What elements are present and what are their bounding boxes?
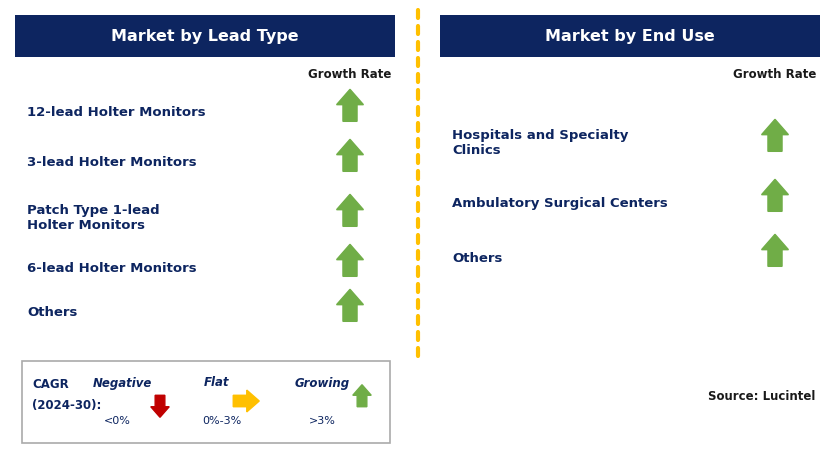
Polygon shape xyxy=(337,139,363,171)
Polygon shape xyxy=(762,235,788,267)
Text: Growth Rate: Growth Rate xyxy=(733,69,817,82)
Polygon shape xyxy=(762,179,788,212)
Text: Growth Rate: Growth Rate xyxy=(308,69,392,82)
Text: 0%-3%: 0%-3% xyxy=(202,416,241,426)
Polygon shape xyxy=(337,290,363,321)
Polygon shape xyxy=(151,395,170,417)
Polygon shape xyxy=(233,390,259,412)
Text: Others: Others xyxy=(452,252,503,264)
Text: (2024-30):: (2024-30): xyxy=(32,399,101,411)
Text: 12-lead Holter Monitors: 12-lead Holter Monitors xyxy=(27,106,205,120)
Polygon shape xyxy=(337,244,363,276)
Text: Growing: Growing xyxy=(295,377,350,390)
Text: Others: Others xyxy=(27,307,78,319)
Bar xyxy=(440,15,820,57)
Text: Flat: Flat xyxy=(205,377,230,390)
Text: Hospitals and Specialty
Clinics: Hospitals and Specialty Clinics xyxy=(452,129,629,157)
Polygon shape xyxy=(337,89,363,121)
Text: Ambulatory Surgical Centers: Ambulatory Surgical Centers xyxy=(452,197,668,210)
Polygon shape xyxy=(352,385,372,407)
Text: <0%: <0% xyxy=(104,416,130,426)
Bar xyxy=(15,15,395,57)
Text: 3-lead Holter Monitors: 3-lead Holter Monitors xyxy=(27,156,196,170)
Bar xyxy=(22,361,390,443)
Text: CAGR: CAGR xyxy=(32,378,68,391)
Text: Market by End Use: Market by End Use xyxy=(545,28,715,43)
Text: Patch Type 1-lead
Holter Monitors: Patch Type 1-lead Holter Monitors xyxy=(27,204,159,232)
Text: >3%: >3% xyxy=(309,416,336,426)
Text: Source: Lucintel: Source: Lucintel xyxy=(707,390,815,402)
Polygon shape xyxy=(337,194,363,226)
Text: Negative: Negative xyxy=(93,377,152,390)
Text: Market by Lead Type: Market by Lead Type xyxy=(111,28,299,43)
Text: 6-lead Holter Monitors: 6-lead Holter Monitors xyxy=(27,262,196,275)
Polygon shape xyxy=(762,120,788,152)
